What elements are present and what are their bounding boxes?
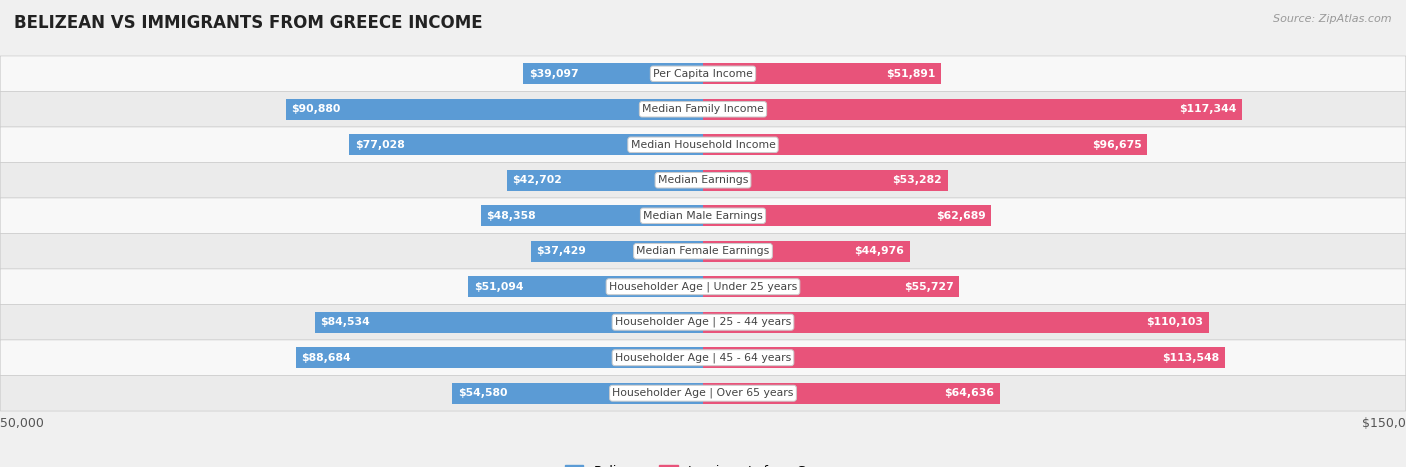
Text: $88,684: $88,684 <box>301 353 352 363</box>
Text: Householder Age | 25 - 44 years: Householder Age | 25 - 44 years <box>614 317 792 327</box>
Bar <box>703 347 1225 368</box>
Text: $62,689: $62,689 <box>935 211 986 221</box>
Text: $53,282: $53,282 <box>893 175 942 185</box>
Text: BELIZEAN VS IMMIGRANTS FROM GREECE INCOME: BELIZEAN VS IMMIGRANTS FROM GREECE INCOM… <box>14 14 482 32</box>
Text: Median Earnings: Median Earnings <box>658 175 748 185</box>
Text: Median Female Earnings: Median Female Earnings <box>637 246 769 256</box>
Bar <box>703 241 910 262</box>
Bar <box>523 64 703 84</box>
Bar <box>703 276 959 297</box>
FancyBboxPatch shape <box>0 163 1406 198</box>
Text: $44,976: $44,976 <box>855 246 904 256</box>
Text: Householder Age | 45 - 64 years: Householder Age | 45 - 64 years <box>614 353 792 363</box>
Bar <box>468 276 703 297</box>
Bar <box>703 134 1147 155</box>
Bar <box>285 99 703 120</box>
Legend: Belizean, Immigrants from Greece: Belizean, Immigrants from Greece <box>560 460 846 467</box>
Text: $117,344: $117,344 <box>1180 104 1236 114</box>
Text: $42,702: $42,702 <box>512 175 562 185</box>
Text: $39,097: $39,097 <box>529 69 578 79</box>
Text: $51,094: $51,094 <box>474 282 523 292</box>
Text: $90,880: $90,880 <box>291 104 340 114</box>
Text: $77,028: $77,028 <box>354 140 405 150</box>
Text: $96,675: $96,675 <box>1092 140 1142 150</box>
Text: Median Household Income: Median Household Income <box>630 140 776 150</box>
Bar <box>295 347 703 368</box>
FancyBboxPatch shape <box>0 269 1406 304</box>
Bar <box>508 170 703 191</box>
Text: $48,358: $48,358 <box>486 211 536 221</box>
Text: $64,636: $64,636 <box>945 388 994 398</box>
Bar <box>481 205 703 226</box>
Bar <box>315 312 703 333</box>
FancyBboxPatch shape <box>0 234 1406 269</box>
Text: $84,534: $84,534 <box>321 317 370 327</box>
Bar <box>703 383 1000 403</box>
Text: Median Male Earnings: Median Male Earnings <box>643 211 763 221</box>
Bar <box>453 383 703 403</box>
Bar <box>703 99 1241 120</box>
Text: $54,580: $54,580 <box>458 388 508 398</box>
FancyBboxPatch shape <box>0 92 1406 127</box>
Text: Householder Age | Over 65 years: Householder Age | Over 65 years <box>612 388 794 398</box>
Text: $51,891: $51,891 <box>886 69 936 79</box>
Bar <box>703 312 1209 333</box>
Text: Householder Age | Under 25 years: Householder Age | Under 25 years <box>609 282 797 292</box>
FancyBboxPatch shape <box>0 56 1406 92</box>
Text: $113,548: $113,548 <box>1161 353 1219 363</box>
FancyBboxPatch shape <box>0 304 1406 340</box>
Bar <box>531 241 703 262</box>
Bar <box>703 170 948 191</box>
FancyBboxPatch shape <box>0 127 1406 163</box>
Text: Source: ZipAtlas.com: Source: ZipAtlas.com <box>1274 14 1392 24</box>
Text: $55,727: $55,727 <box>904 282 953 292</box>
FancyBboxPatch shape <box>0 340 1406 375</box>
FancyBboxPatch shape <box>0 375 1406 411</box>
Text: Median Family Income: Median Family Income <box>643 104 763 114</box>
Text: $110,103: $110,103 <box>1146 317 1204 327</box>
Text: $37,429: $37,429 <box>537 246 586 256</box>
Bar <box>703 205 991 226</box>
Bar <box>349 134 703 155</box>
Bar <box>703 64 942 84</box>
FancyBboxPatch shape <box>0 198 1406 234</box>
Text: Per Capita Income: Per Capita Income <box>652 69 754 79</box>
